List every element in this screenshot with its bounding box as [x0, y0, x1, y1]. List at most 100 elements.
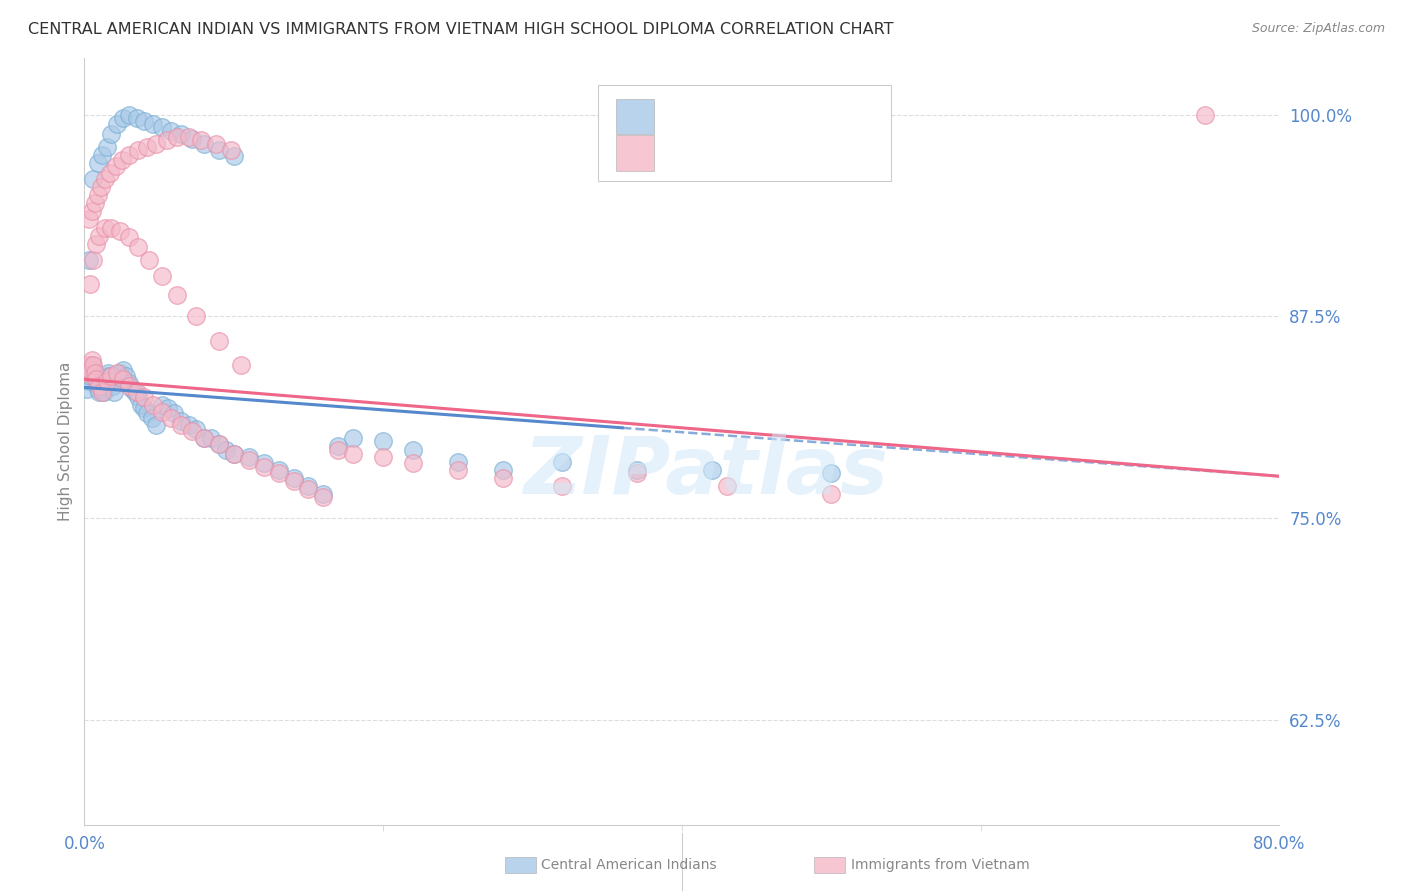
Point [93, 385, 115, 400]
Point [205, 136, 228, 151]
Point [100, 220, 122, 235]
Point [86, 236, 108, 251]
Point [342, 447, 364, 461]
Point [118, 148, 141, 162]
Point [193, 430, 215, 444]
Point [110, 224, 132, 238]
Text: Source: ZipAtlas.com: Source: ZipAtlas.com [1251, 22, 1385, 36]
Point [219, 143, 242, 157]
Point [80, 353, 103, 368]
Point [145, 417, 167, 432]
Point [215, 443, 238, 458]
Point [157, 401, 180, 416]
Point [160, 411, 183, 425]
Point [267, 466, 290, 480]
Point [190, 133, 212, 147]
Point [118, 107, 141, 121]
Point [267, 463, 290, 477]
Point [177, 130, 200, 145]
Point [80, 358, 103, 372]
Point [82, 358, 104, 372]
Point [83, 196, 105, 211]
Point [170, 417, 193, 432]
Point [222, 447, 245, 461]
Text: R = -0.072: R = -0.072 [664, 145, 773, 162]
Point [136, 406, 159, 420]
Point [551, 479, 574, 493]
Point [626, 463, 648, 477]
Point [342, 430, 364, 444]
Point [1194, 107, 1216, 121]
Point [86, 372, 108, 386]
Point [402, 443, 425, 458]
Point [91, 385, 114, 400]
Point [110, 366, 132, 380]
Point [94, 172, 117, 186]
Point [166, 130, 188, 145]
Point [77, 358, 100, 372]
Point [132, 114, 156, 128]
Point [105, 366, 128, 380]
Point [105, 117, 128, 131]
Point [97, 366, 120, 380]
Point [90, 180, 112, 194]
Point [77, 252, 100, 267]
Point [373, 434, 395, 448]
Point [94, 374, 117, 388]
Point [141, 411, 163, 425]
Point [79, 277, 101, 291]
Point [222, 447, 245, 461]
Point [118, 379, 141, 393]
Point [820, 487, 842, 501]
Point [127, 240, 149, 254]
Text: N = 79: N = 79 [796, 107, 860, 125]
Point [283, 471, 305, 485]
Point [82, 252, 104, 267]
Point [125, 385, 148, 400]
Point [98, 369, 121, 384]
Point [89, 228, 111, 243]
Point [89, 379, 111, 393]
Point [200, 430, 222, 444]
Point [76, 382, 98, 396]
Point [111, 153, 134, 167]
Point [90, 379, 112, 393]
Point [150, 268, 173, 283]
Point [208, 437, 231, 451]
Point [112, 111, 135, 125]
Point [492, 471, 515, 485]
Point [238, 450, 260, 464]
Point [177, 417, 200, 432]
Point [328, 443, 350, 458]
Point [231, 358, 253, 372]
Point [820, 466, 842, 480]
Point [89, 385, 111, 400]
Point [115, 369, 138, 384]
Text: Immigrants from Vietnam: Immigrants from Vietnam [851, 858, 1029, 872]
Point [87, 188, 110, 202]
Point [136, 140, 159, 154]
Point [127, 390, 149, 404]
Point [132, 401, 156, 416]
Point [208, 143, 231, 157]
Point [100, 127, 122, 141]
Point [222, 149, 245, 163]
Point [716, 479, 738, 493]
Point [155, 133, 177, 147]
Point [96, 369, 118, 384]
Point [91, 148, 114, 162]
Point [150, 120, 173, 135]
Point [83, 366, 105, 380]
Point [87, 382, 110, 396]
Point [373, 450, 395, 464]
Point [105, 369, 128, 384]
Point [112, 372, 135, 386]
Point [447, 463, 470, 477]
Point [170, 127, 193, 141]
Point [79, 369, 101, 384]
Point [100, 374, 122, 388]
Point [402, 456, 425, 470]
Point [94, 220, 117, 235]
Point [83, 369, 105, 384]
Point [77, 374, 100, 388]
